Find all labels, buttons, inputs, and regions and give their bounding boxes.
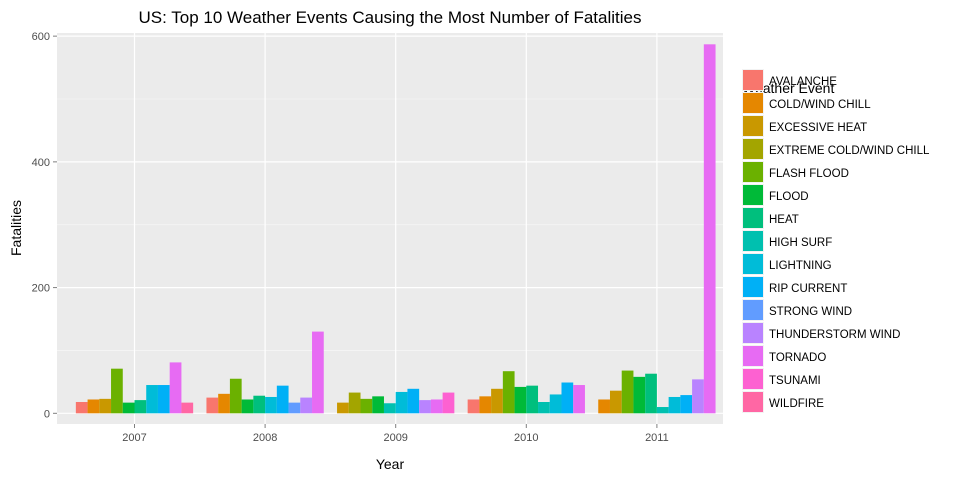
bar: TORNADO 2008: 130 (312, 331, 324, 414)
legend-label: FLASH FLOOD (769, 168, 849, 180)
bar: FLOOD 2010: 42 (514, 386, 527, 414)
bar: AVALANCHE 2010: 22 (467, 399, 480, 414)
legend-swatch (743, 392, 763, 412)
x-tick-label: 2010 (514, 432, 538, 444)
bar: THUNDERSTORM WIND 2008: 25 (300, 397, 313, 414)
bar: COLD/WIND CHILL 2010: 27 (479, 396, 492, 414)
legend-swatch (743, 162, 763, 182)
legend: AVALANCHE COLD/WIND CHILL EXCESSIVE HEAT EX… (742, 69, 930, 413)
legend-label: RIP CURRENT (769, 283, 847, 295)
bar: LIGHTNING 2008: 26 (265, 396, 277, 414)
bar: WILDFIRE 2007: 17 (181, 402, 194, 414)
legend-label: TSUNAMI (769, 375, 821, 387)
bar: LIGHTNING 2010: 30 (549, 394, 562, 414)
x-tick-label: 2007 (122, 432, 146, 444)
bar: RIP CURRENT 2008: 44 (276, 385, 289, 414)
bar: THUNDERSTORM WIND 2009: 21 (419, 400, 431, 414)
bar: EXCESSIVE HEAT 2009: 17 (337, 402, 349, 414)
bar: EXTREME COLD/WIND CHILL 2009: 33 (348, 392, 361, 414)
legend-label: EXTREME COLD/WIND CHILL (769, 145, 930, 157)
bar: EXCESSIVE HEAT 2007: 23 (99, 398, 112, 414)
bar: TORNADO 2010: 45 (573, 385, 585, 414)
legend-label: COLD/WIND CHILL (769, 99, 871, 111)
legend-label: STRONG WIND (769, 306, 852, 318)
y-tick-label: 0 (44, 408, 50, 420)
legend-swatch (743, 208, 763, 228)
legend-swatch (743, 116, 763, 136)
legend-label: THUNDERSTORM WIND (769, 329, 900, 341)
legend-swatch (743, 231, 763, 251)
legend-label: WILDFIRE (769, 398, 824, 410)
bar: FLOOD 2007: 17 (122, 402, 135, 414)
legend-label: FLOOD (769, 191, 809, 203)
bars: AVALANCHE 2007: 18COLD/WIND CHILL 2007: … (75, 44, 716, 414)
bar: FLASH FLOOD 2009: 23 (360, 398, 373, 414)
bar: LIGHTNING 2009: 34 (395, 391, 408, 414)
legend-swatch (743, 277, 763, 297)
bar: HEAT 2008: 28 (253, 395, 266, 414)
bar: HIGH SURF 2011: 10 (656, 407, 669, 414)
x-axis-title: Year (376, 456, 405, 472)
chart-title: US: Top 10 Weather Events Causing the Mo… (138, 8, 641, 27)
bar: FLASH FLOOD 2011: 68 (621, 370, 634, 414)
legend-label: LIGHTNING (769, 260, 832, 272)
legend-swatch (743, 93, 763, 113)
x-tick-label: 2009 (383, 432, 407, 444)
x-tick-label: 2008 (253, 432, 277, 444)
bar: EXCESSIVE HEAT 2011: 36 (609, 390, 622, 414)
bar: TSUNAMI 2009: 33 (442, 392, 455, 414)
bar: HIGH SURF 2009: 16 (383, 403, 396, 414)
legend-label: TORNADO (769, 352, 826, 364)
legend-swatch (743, 369, 763, 389)
bar: RIP CURRENT 2010: 49 (561, 382, 574, 414)
bar: RIP CURRENT 2009: 39 (407, 388, 420, 414)
bar: HIGH SURF 2010: 18 (538, 401, 550, 414)
legend-swatch (743, 346, 763, 366)
bar: COLD/WIND CHILL 2007: 22 (87, 399, 100, 414)
x-tick-label: 2011 (645, 432, 669, 444)
bar: LIGHTNING 2007: 45 (146, 385, 158, 414)
bar: HEAT 2011: 63 (645, 373, 657, 414)
bar: THUNDERSTORM WIND 2011: 54 (692, 379, 704, 414)
legend-title: Weather Event (742, 80, 834, 96)
bar: AVALANCHE 2008: 25 (206, 397, 219, 414)
plot-panel (57, 33, 723, 424)
legend-label: EXCESSIVE HEAT (769, 122, 867, 134)
y-axis-title: Fatalities (8, 200, 24, 256)
legend-label: HIGH SURF (769, 237, 832, 249)
bar: AVALANCHE 2007: 18 (75, 401, 88, 414)
bar: RIP CURRENT 2011: 29 (680, 395, 693, 414)
legend-swatch (743, 254, 763, 274)
bar: TORNADO 2007: 81 (169, 362, 182, 414)
legend-swatch (743, 185, 763, 205)
bar: COLD/WIND CHILL 2008: 31 (218, 393, 230, 414)
legend-swatch (743, 70, 763, 90)
bar: FLOOD 2011: 58 (633, 376, 646, 414)
y-tick-label: 600 (32, 31, 50, 43)
bar: FLASH FLOOD 2010: 67 (502, 371, 515, 414)
y-tick-label: 200 (32, 283, 50, 295)
bar: TORNADO 2011: 587 (703, 44, 716, 414)
axes: 0 200 400 600 2007 2008 2009 2010 2011 (32, 31, 669, 444)
bar: EXCESSIVE HEAT 2010: 39 (491, 388, 503, 414)
legend-swatch (743, 300, 763, 320)
legend-label: HEAT (769, 214, 799, 226)
bar: FLASH FLOOD 2007: 71 (111, 368, 123, 414)
legend-swatch (743, 139, 763, 159)
bar: FLASH FLOOD 2008: 55 (229, 378, 242, 414)
bar: COLD/WIND CHILL 2011: 22 (598, 399, 610, 414)
legend-swatch (743, 323, 763, 343)
bar: HEAT 2010: 44 (526, 385, 539, 414)
bar: HEAT 2007: 21 (134, 400, 147, 414)
bar: FLOOD 2008: 22 (241, 399, 254, 414)
bar: RIP CURRENT 2007: 45 (157, 385, 170, 414)
y-tick-label: 400 (32, 157, 50, 169)
bar: TORNADO 2009: 22 (430, 399, 443, 414)
bar: LIGHTNING 2011: 26 (668, 396, 681, 414)
bar: FLOOD 2009: 27 (372, 396, 384, 414)
legend-label: AVALANCHE (769, 76, 837, 88)
bar: STRONG WIND 2008: 17 (288, 402, 301, 414)
